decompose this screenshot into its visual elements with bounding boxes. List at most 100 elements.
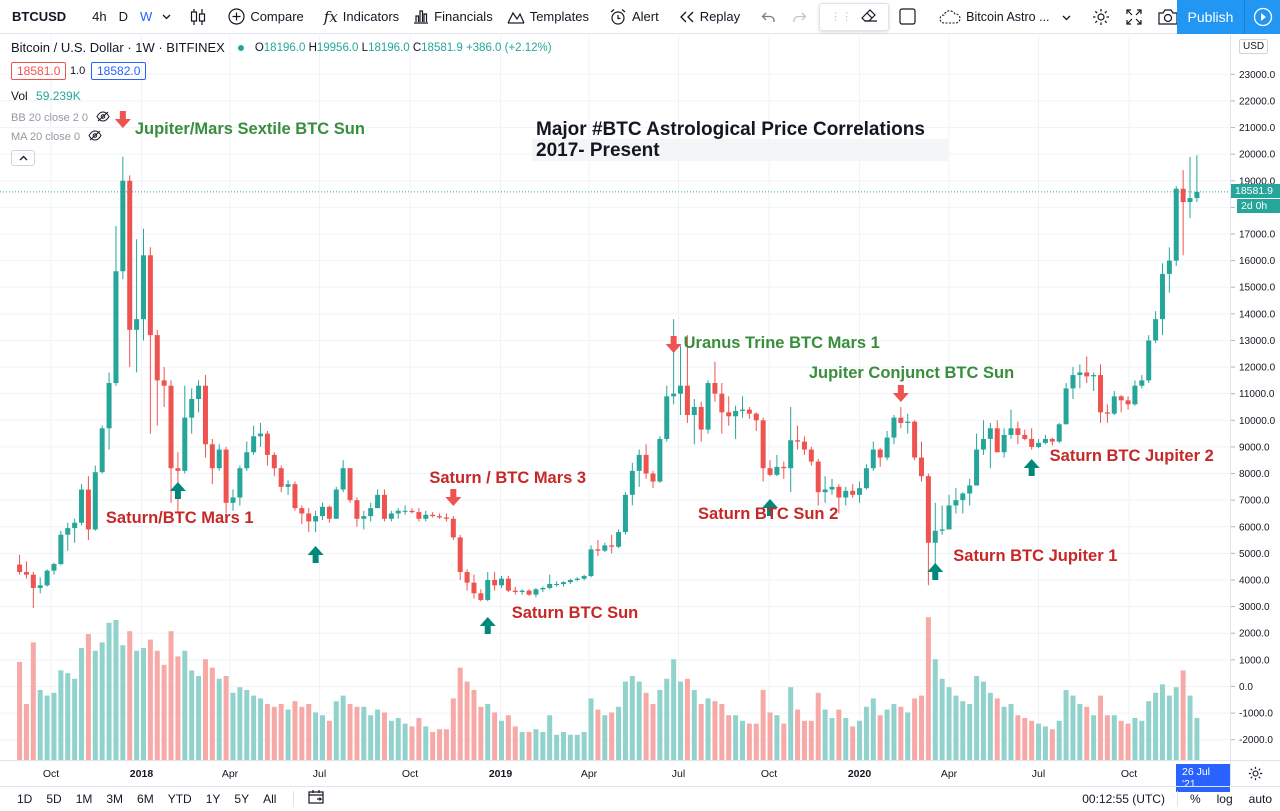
time-axis[interactable]: Oct 2018 Apr Jul Oct 2019 Apr Jul Oct 2020 Apr Jul O… xyxy=(0,760,1230,792)
redo-icon[interactable] xyxy=(784,0,815,34)
interval-w[interactable]: W xyxy=(140,9,153,24)
y-tick-label: 15000.0 xyxy=(1239,283,1276,294)
volume-bar xyxy=(175,656,181,760)
volume-bar xyxy=(1104,715,1110,760)
price-chart[interactable]: Major #BTC Astrological Price Correlatio… xyxy=(0,35,1230,760)
compare-button[interactable]: Compare xyxy=(221,0,310,34)
candle-body xyxy=(1084,372,1090,377)
snapshot-camera-icon[interactable] xyxy=(1150,0,1186,34)
volume-bar xyxy=(726,715,732,760)
arrow-up-icon xyxy=(479,617,496,634)
range-5d[interactable]: 5D xyxy=(46,791,62,806)
annotation-label: Saturn BTC Sun xyxy=(512,604,638,622)
eye-hidden-icon[interactable] xyxy=(88,130,102,144)
financials-button[interactable]: Financials xyxy=(406,0,500,34)
y-tick-label: 10000.0 xyxy=(1239,416,1276,427)
candle-body xyxy=(1077,372,1083,376)
range-6m[interactable]: 6M xyxy=(137,791,154,806)
interval-dropdown-chevron-icon[interactable] xyxy=(158,0,175,34)
volume-bar xyxy=(574,734,580,760)
bid-price-box[interactable]: 18581.0 xyxy=(11,62,67,80)
volume-bar xyxy=(595,709,601,760)
log-scale-toggle[interactable]: log xyxy=(1216,792,1233,806)
percent-scale-toggle[interactable]: % xyxy=(1189,792,1201,806)
series-title[interactable]: Bitcoin / U.S. Dollar · 1W · BITFINEX xyxy=(11,40,225,55)
candle-body xyxy=(409,510,415,513)
candle-body xyxy=(127,180,133,330)
volume-bar xyxy=(354,706,360,760)
publish-stream-play-icon[interactable] xyxy=(1244,0,1280,34)
candle-body xyxy=(154,335,160,381)
eraser-button[interactable]: ⋮⋮ xyxy=(819,2,890,31)
volume-bar xyxy=(209,667,215,760)
layout-name-selector[interactable]: Bitcoin Astro ... xyxy=(932,0,1078,34)
arrow-up-icon xyxy=(762,499,779,516)
range-1d[interactable]: 1D xyxy=(17,791,33,806)
chart-pane[interactable]: Major #BTC Astrological Price Correlatio… xyxy=(0,35,1230,760)
volume-bar xyxy=(361,706,367,760)
volume-bar xyxy=(650,704,656,760)
candle-body xyxy=(1153,319,1159,341)
candle-body xyxy=(705,383,711,430)
volume-bar xyxy=(271,706,277,760)
volume-bar xyxy=(616,706,622,760)
candle-body xyxy=(1132,385,1138,405)
ask-price-box[interactable]: 18582.0 xyxy=(91,62,147,80)
candle-body xyxy=(588,549,594,577)
alert-button[interactable]: Alert xyxy=(602,0,666,34)
candle-body xyxy=(505,578,511,591)
fullscreen-icon[interactable] xyxy=(1118,0,1150,34)
clock-time[interactable]: 00:12:55 (UTC) xyxy=(1082,792,1165,806)
candle-body xyxy=(1125,400,1131,405)
collapse-legend-chevron-up-icon[interactable] xyxy=(11,150,35,166)
candle-body xyxy=(388,513,394,519)
volume-bar xyxy=(161,664,167,760)
candle-body xyxy=(258,433,264,437)
interval-d[interactable]: D xyxy=(118,9,129,24)
candle-body xyxy=(554,583,560,585)
volume-bar xyxy=(505,715,511,760)
volume-bar xyxy=(154,650,160,760)
replay-label: Replay xyxy=(699,9,741,24)
arrow-down-icon xyxy=(892,385,909,402)
volume-bar xyxy=(1091,715,1097,760)
volume-bar xyxy=(333,701,339,760)
range-ytd[interactable]: YTD xyxy=(167,791,192,806)
interval-4h[interactable]: 4h xyxy=(92,9,107,24)
volume-bar xyxy=(519,732,525,760)
auto-scale-toggle[interactable]: auto xyxy=(1248,792,1272,806)
ma-indicator-legend[interactable]: MA 20 close 0 xyxy=(11,130,102,144)
eye-hidden-icon[interactable] xyxy=(96,111,110,125)
templates-button[interactable]: Templates xyxy=(500,0,596,34)
price-axis[interactable]: -2000.0 -1000.0 0.0 1000.0 2000.0 3000.0 4000.… xyxy=(1230,35,1280,760)
settings-gear-icon[interactable] xyxy=(1084,0,1118,34)
symbol-search[interactable]: BTCUSD xyxy=(12,9,67,24)
fullscreen-layout-checkbox-icon[interactable] xyxy=(889,0,926,34)
volume-bar xyxy=(629,676,635,760)
bb-indicator-legend[interactable]: BB 20 close 2 0 xyxy=(11,111,110,125)
chart-type-candles-icon[interactable] xyxy=(181,0,215,34)
range-1y[interactable]: 1Y xyxy=(205,791,221,806)
undo-icon[interactable] xyxy=(753,0,784,34)
publish-button[interactable]: Publish xyxy=(1177,0,1244,34)
range-1m[interactable]: 1M xyxy=(75,791,93,806)
range-3m[interactable]: 3M xyxy=(106,791,124,806)
currency-label[interactable]: USD xyxy=(1239,39,1269,54)
x-tick-label: Oct xyxy=(761,768,777,780)
range-all[interactable]: All xyxy=(263,791,277,806)
range-5y[interactable]: 5Y xyxy=(234,791,250,806)
volume-bar xyxy=(492,712,498,760)
indicators-button[interactable]: fx Indicators xyxy=(317,0,406,34)
volume-bar xyxy=(808,720,814,760)
candle-body xyxy=(65,528,71,535)
candle-body xyxy=(953,500,959,506)
replay-button[interactable]: Replay xyxy=(672,0,747,34)
chart-settings-gear-icon[interactable] xyxy=(1230,760,1280,785)
candle-body xyxy=(1015,428,1021,435)
volume-bar xyxy=(423,726,429,760)
volume-bar xyxy=(939,678,945,760)
goto-date-calendar-icon[interactable] xyxy=(308,790,325,807)
cloud-icon xyxy=(939,9,961,24)
candle-body xyxy=(946,505,952,530)
volume-bar xyxy=(512,726,518,760)
